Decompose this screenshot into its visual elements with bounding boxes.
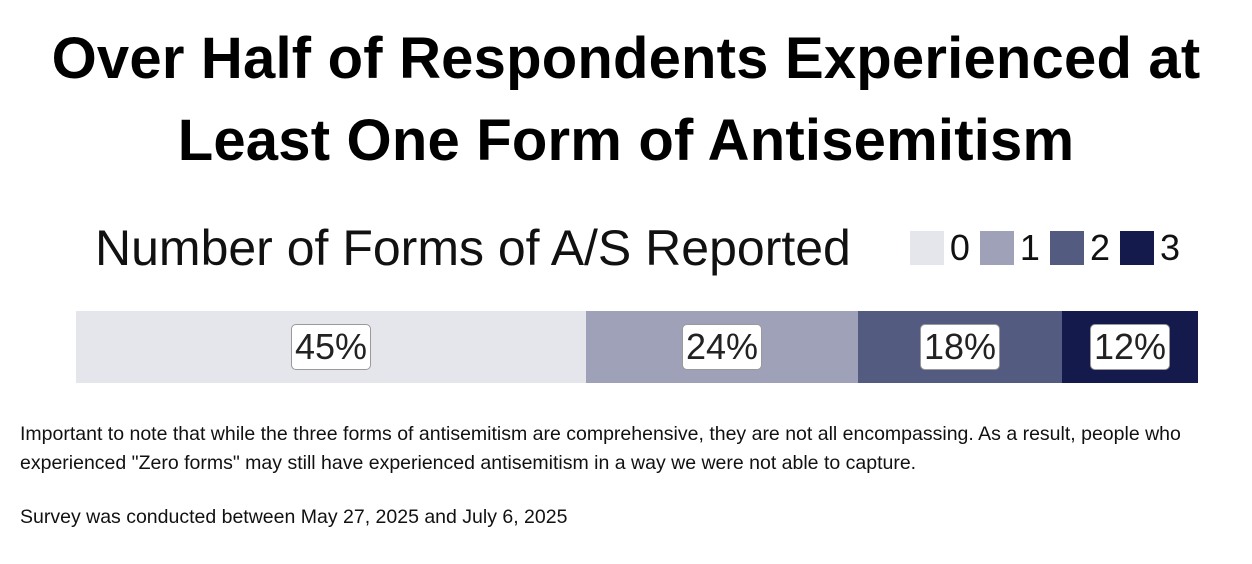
legend-swatch-2 [1049,231,1084,265]
bar-segment-3: 12% [1062,311,1198,383]
legend-swatch-3 [1119,231,1154,265]
data-label-3: 12% [1089,324,1171,370]
stacked-bar: 45% 24% 18% 12% [76,311,1198,383]
legend-item-0: 0 [909,227,970,268]
data-label-0: 45% [290,324,372,370]
data-label-1: 24% [681,324,763,370]
legend-label-3: 3 [1159,227,1180,268]
bar-segment-2: 18% [858,311,1062,383]
bar-segment-1: 24% [586,311,858,383]
legend-title: Number of Forms of A/S Reported [95,220,851,276]
data-label-2: 18% [919,324,1001,370]
legend-swatch-0 [909,231,944,265]
legend-row: Number of Forms of A/S Reported 0 1 2 3 [0,218,1252,278]
legend-swatch-1 [979,231,1014,265]
legend-label-2: 2 [1089,227,1110,268]
legend-label-1: 1 [1019,227,1040,268]
legend-item-3: 3 [1119,227,1180,268]
legend-item-2: 2 [1049,227,1110,268]
legend-label-0: 0 [949,227,970,268]
caveat-note: Important to note that while the three f… [20,423,1181,474]
bar-segment-0: 45% [76,311,586,383]
survey-dates-note: Survey was conducted between May 27, 202… [20,506,568,528]
chart-title: Over Half of Respondents Experienced at … [51,26,1201,173]
legend-item-1: 1 [979,227,1040,268]
legend: 0 1 2 3 [909,227,1180,268]
